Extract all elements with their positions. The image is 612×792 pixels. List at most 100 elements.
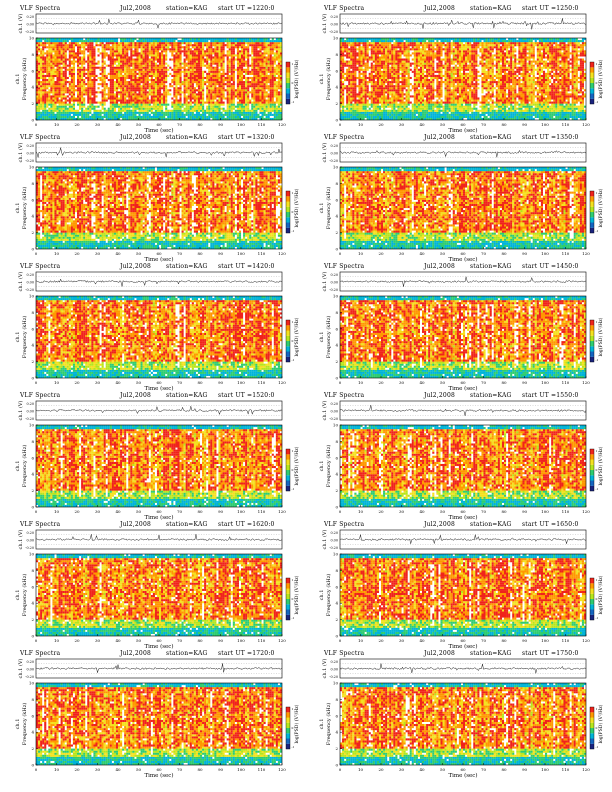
spectrogram-cell — [360, 54, 363, 57]
spectrogram-cell — [277, 91, 280, 94]
spectrogram-cell — [255, 42, 258, 45]
spectrogram-cell — [48, 83, 51, 86]
spectrogram-cell — [212, 56, 215, 59]
spectrogram-cell — [62, 95, 65, 98]
spectrogram-cell — [179, 91, 182, 94]
spectrogram-cell — [210, 79, 213, 82]
spectrogram-cell — [193, 56, 196, 59]
spectrogram-cell — [238, 113, 242, 116]
spectrogram-cell — [107, 42, 110, 45]
spectrogram-cell — [66, 68, 69, 71]
spectrogram-cell — [241, 111, 244, 114]
spectrogram-cell — [128, 72, 131, 75]
spectrogram-cell — [261, 40, 264, 43]
spectrogram-cell — [120, 113, 123, 116]
spectrogram-cell — [200, 117, 203, 121]
spectrogram-cell — [163, 74, 166, 77]
spectrogram-cell — [156, 79, 160, 82]
spectrogram-cell — [52, 72, 55, 75]
spectrogram-cell — [50, 85, 53, 88]
spectrogram-cell — [197, 113, 201, 116]
spectrogram-cell — [93, 95, 96, 98]
spectrogram-cell — [255, 62, 258, 65]
spectrogram-cell — [70, 103, 73, 106]
spectrogram-cell — [136, 54, 139, 57]
spectrogram-cell — [362, 62, 365, 65]
spectrogram-cell — [189, 76, 192, 80]
spectrogram-cell — [257, 113, 260, 116]
spectrogram-cell — [340, 87, 343, 90]
spectrogram-cell — [150, 83, 153, 86]
spectrogram-cell — [208, 113, 211, 116]
spectrogram-cell — [348, 105, 351, 108]
spectrogram-cell — [354, 62, 357, 65]
spectrogram-cell — [124, 44, 127, 47]
spectrogram-cell — [74, 97, 78, 100]
spectrogram-cell — [226, 85, 229, 88]
spectrogram-cell — [138, 117, 141, 121]
spectrogram-cell — [105, 40, 108, 43]
spectrogram-cell — [134, 101, 137, 104]
spectrogram-cell — [136, 95, 139, 98]
spectrogram-cell — [36, 107, 39, 110]
spectrogram-cell — [220, 40, 223, 43]
spectrogram-cell — [228, 42, 231, 45]
spectrogram-cell — [142, 83, 145, 86]
spectrogram-cell — [210, 103, 213, 106]
spectrogram-cell — [77, 60, 80, 63]
spectrogram-cell — [105, 111, 108, 114]
spectrogram-cell — [271, 79, 274, 82]
spectrogram-cell — [132, 74, 135, 77]
spectrogram-cell — [156, 46, 160, 49]
spectrogram-cell — [44, 60, 47, 63]
spectrogram-cell — [175, 115, 178, 118]
spectrogram-cell — [44, 81, 47, 84]
spectrogram-cell — [257, 52, 260, 55]
spectrogram-cell — [214, 87, 217, 90]
spectrogram-cell — [195, 54, 198, 57]
spectrogram-cell — [36, 44, 39, 47]
spectrogram-cell — [101, 66, 104, 69]
spectrogram-cell — [376, 72, 379, 75]
spectrogram-cell — [259, 72, 262, 75]
spectrogram-cell — [107, 40, 110, 43]
spectrogram-cell — [70, 74, 73, 77]
spectrogram-cell — [183, 97, 186, 100]
spectrogram-cell — [109, 62, 112, 65]
spectrogram-cell — [261, 42, 264, 45]
spectrogram-cell — [140, 85, 143, 88]
spectrogram-cell — [156, 109, 160, 112]
spectrogram-cell — [48, 89, 51, 92]
spectrogram-cell — [247, 117, 250, 121]
spectrogram-cell — [52, 62, 55, 65]
spectrogram-cell — [197, 87, 201, 90]
spectrogram-cell — [267, 99, 270, 102]
spectrogram-cell — [191, 76, 194, 80]
spectrogram-cell — [128, 97, 131, 100]
spectrogram-cell — [79, 72, 82, 75]
spectrogram-cell — [85, 117, 88, 121]
spectrogram-cell — [202, 117, 205, 121]
spectrogram-cell — [83, 87, 86, 90]
spectrogram-cell — [77, 109, 80, 112]
spectrogram-cell — [154, 79, 157, 82]
spectrogram-cell — [234, 42, 237, 45]
spectrogram-cell — [247, 72, 250, 75]
spectrogram-cell — [226, 87, 229, 90]
spectrogram-cell — [161, 113, 164, 116]
spectrogram-cell — [163, 93, 166, 96]
spectrogram-cell — [163, 79, 166, 82]
spectrogram-cell — [228, 99, 231, 102]
spectrogram-cell — [159, 44, 162, 47]
spectrogram-cell — [72, 91, 75, 94]
spectrogram-cell — [58, 54, 61, 57]
spectrogram-cell — [91, 40, 94, 43]
spectrogram-cell — [222, 62, 225, 65]
spectrogram-cell — [230, 66, 233, 69]
spectrogram-cell — [212, 74, 215, 77]
spectrogram-cell — [352, 99, 355, 102]
spectrogram-cell — [113, 107, 116, 110]
spectrogram-cell — [273, 105, 276, 108]
spectrogram-cell — [249, 117, 252, 121]
spectrogram-cell — [68, 60, 71, 63]
